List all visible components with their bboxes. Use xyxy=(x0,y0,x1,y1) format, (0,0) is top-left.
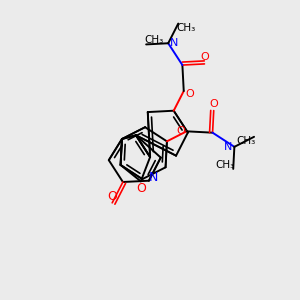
Text: CH₃: CH₃ xyxy=(216,160,235,170)
Text: N: N xyxy=(224,142,232,152)
Text: O: O xyxy=(200,52,209,62)
Text: O: O xyxy=(136,182,146,195)
Text: CH₃: CH₃ xyxy=(236,136,256,146)
Text: N: N xyxy=(149,171,159,184)
Text: O: O xyxy=(185,89,194,99)
Text: O: O xyxy=(176,126,185,136)
Text: O: O xyxy=(107,190,117,203)
Text: CH₃: CH₃ xyxy=(145,35,164,45)
Text: CH₃: CH₃ xyxy=(177,22,196,33)
Text: O: O xyxy=(209,99,218,109)
Text: N: N xyxy=(170,38,178,48)
